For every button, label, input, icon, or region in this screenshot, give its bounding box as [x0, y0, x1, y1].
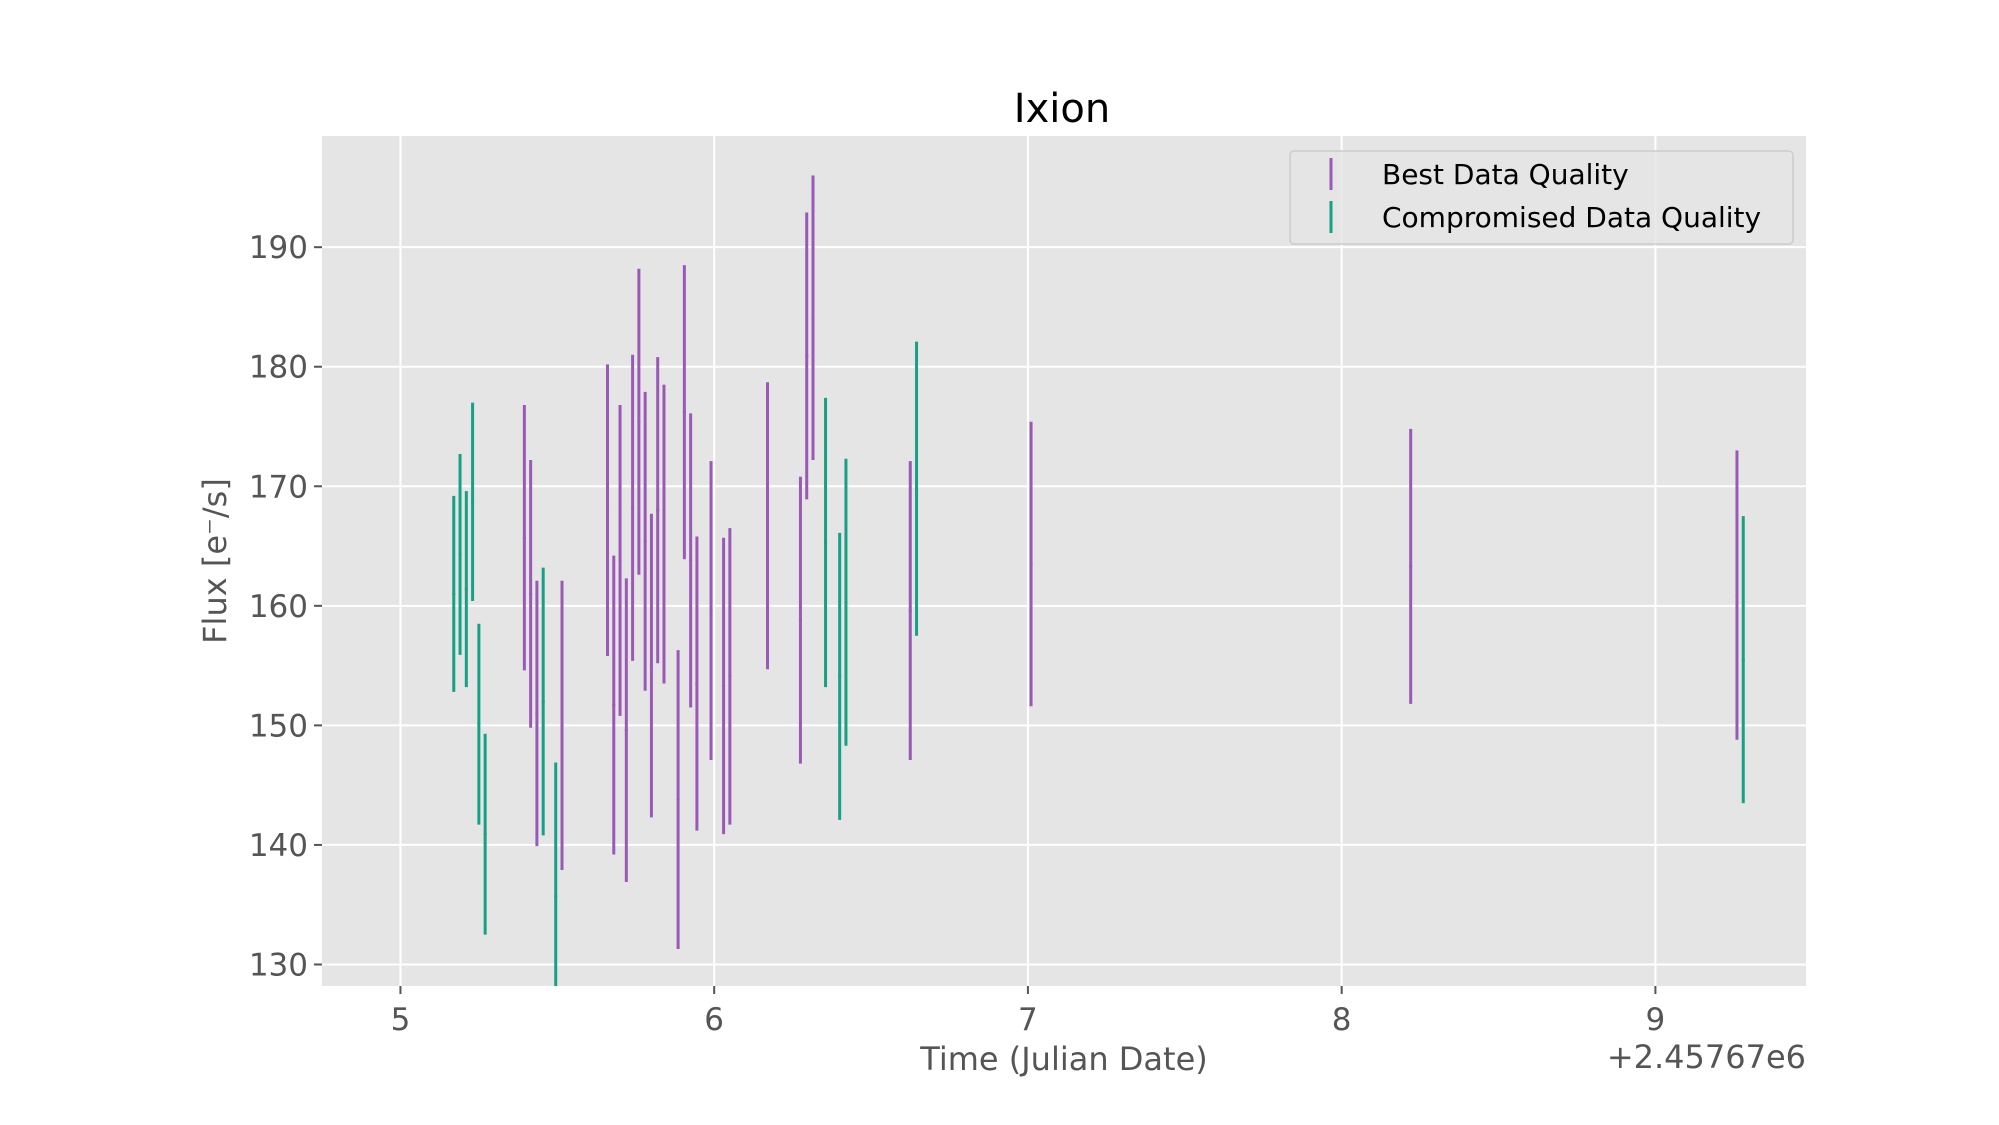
y-tick-label: 160 — [249, 589, 308, 625]
data-point — [1409, 564, 1413, 568]
y-tick-label: 170 — [249, 469, 308, 505]
data-point — [805, 354, 809, 358]
data-point — [605, 508, 610, 512]
x-axis-offset-label: +2.45767e6 — [1607, 1038, 1806, 1076]
error-bars — [452, 175, 1745, 986]
data-point — [721, 684, 726, 688]
legend-box — [1289, 150, 1794, 245]
data-point — [452, 592, 456, 596]
data-point — [914, 487, 919, 491]
data-point — [560, 723, 564, 727]
data-point — [529, 592, 533, 596]
data-point — [643, 539, 647, 543]
data-point — [823, 540, 828, 545]
data-point — [464, 587, 468, 591]
data-point — [765, 524, 770, 528]
data-point — [554, 894, 558, 898]
y-tick-label: 190 — [249, 230, 308, 266]
data-point — [637, 420, 641, 424]
y-tick-label: 180 — [249, 350, 308, 386]
plot-area — [322, 136, 1806, 986]
data-point — [838, 674, 842, 678]
data-point — [477, 722, 481, 726]
data-point — [535, 711, 539, 716]
x-tick-label: 7 — [1018, 1002, 1038, 1038]
data-point — [522, 536, 526, 540]
y-tick-label: 130 — [249, 947, 308, 983]
data-point — [844, 600, 848, 604]
x-axis-label: Time (Julian Date) — [919, 1040, 1208, 1078]
data-point — [612, 703, 616, 707]
data-point — [656, 508, 660, 512]
y-tick-label: 150 — [249, 708, 308, 744]
grid-lines — [322, 136, 1806, 986]
x-tick-label: 5 — [391, 1002, 411, 1038]
data-point — [811, 316, 815, 320]
data-point — [798, 618, 803, 622]
data-point — [1735, 593, 1739, 597]
data-point — [541, 699, 545, 704]
legend-label-compromised: Compromised Data Quality — [1382, 201, 1761, 234]
data-point — [682, 410, 686, 414]
x-tick-label: 8 — [1332, 1002, 1352, 1038]
data-point — [483, 832, 487, 836]
y-axis-label: Flux [e⁻/s] — [196, 478, 234, 644]
y-axis-ticks: 130 140 150 160 170 180 190 — [249, 230, 322, 983]
chart-title: Ixion — [1014, 86, 1110, 132]
x-tick-label: 6 — [704, 1002, 724, 1038]
data-point — [624, 728, 628, 732]
data-point — [689, 558, 693, 563]
data-point — [695, 681, 699, 686]
x-axis-ticks: 5 6 7 8 9 — [391, 986, 1666, 1038]
data-point — [662, 532, 666, 536]
data-point — [728, 674, 732, 678]
x-tick-label: 9 — [1646, 1002, 1666, 1038]
data-point — [470, 500, 475, 504]
legend-label-best: Best Data Quality — [1382, 158, 1629, 191]
y-tick-label: 140 — [249, 828, 308, 864]
data-point — [709, 609, 713, 613]
data-point — [1029, 562, 1033, 566]
data-point — [649, 664, 654, 668]
data-point — [1741, 658, 1745, 662]
data-point — [458, 552, 462, 557]
data-point — [618, 558, 622, 563]
legend: Best Data Quality Compromised Data Quali… — [1289, 150, 1794, 245]
data-point — [631, 506, 635, 510]
data-point — [908, 609, 912, 613]
data-point — [676, 797, 680, 802]
